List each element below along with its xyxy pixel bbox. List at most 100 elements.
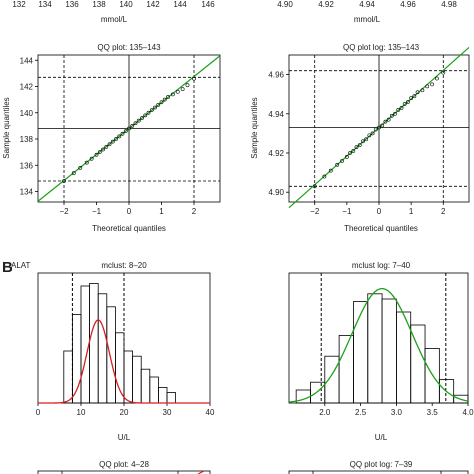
- y-tick-label: 4.90: [268, 188, 284, 197]
- data-point: [434, 76, 439, 81]
- y-tick-label: 142: [20, 83, 34, 92]
- plot-frame: [288, 272, 469, 404]
- top-left-tick: 142: [146, 0, 160, 9]
- data-point: [399, 106, 404, 110]
- histogram-bar: [106, 306, 116, 404]
- qq-plot-log-chart: QQ plot log: 135–143 Sample quantiles Th…: [250, 43, 470, 233]
- x-tick-label: 1: [159, 207, 164, 216]
- data-point: [143, 113, 148, 118]
- histogram-bar: [97, 293, 108, 404]
- data-point: [192, 76, 196, 81]
- data-point: [114, 137, 118, 141]
- data-point: [377, 125, 381, 130]
- y-axis-title: Sample quantiles: [2, 97, 11, 158]
- data-point: [156, 102, 161, 107]
- x-axis-title: Theoretical quantiles: [344, 224, 418, 233]
- x-tick-label: 40: [206, 408, 215, 417]
- data-point: [402, 102, 407, 106]
- data-point: [354, 145, 359, 150]
- chart-title: mclust: 8–20: [101, 261, 147, 270]
- data-point: [170, 92, 175, 97]
- data-point: [127, 126, 131, 131]
- y-tick-label: 138: [20, 135, 34, 144]
- data-point: [312, 184, 317, 189]
- top-left-tick: 146: [201, 0, 215, 9]
- data-point: [140, 116, 144, 120]
- x-tick-label: 3.0: [391, 408, 403, 417]
- histogram-bar: [140, 368, 151, 404]
- data-point: [133, 121, 138, 126]
- x-tick-label: 20: [120, 408, 129, 417]
- data-point: [396, 107, 401, 112]
- fit-line: [37, 55, 221, 202]
- data-point: [425, 84, 430, 89]
- data-point: [120, 131, 125, 136]
- panel-label: ALAT: [11, 261, 31, 270]
- chart-title: mclust log: 7–40: [352, 261, 411, 270]
- x-tick-label: −2: [59, 207, 69, 216]
- data-point: [180, 87, 185, 92]
- y-tick-label: 4.94: [268, 110, 284, 119]
- y-tick-label: 4.92: [268, 149, 284, 158]
- data-point: [107, 142, 112, 147]
- histogram-bar: [310, 381, 326, 404]
- data-point: [62, 179, 66, 183]
- x-tick-label: 10: [77, 408, 86, 417]
- y-axis-title: Sample quantiles: [250, 97, 259, 158]
- x-tick-label: 30: [163, 408, 172, 417]
- y-tick-label: 4.96: [268, 71, 284, 80]
- top-strip-right: 4.90 4.92 4.94 4.96 4.98 mmol/L: [277, 0, 457, 24]
- data-point: [340, 158, 344, 163]
- x-axis-title: Theoretical quantiles: [92, 224, 166, 233]
- x-tick-label: 4.0: [462, 408, 474, 417]
- histogram-bar: [324, 355, 340, 404]
- histogram-bar: [353, 301, 369, 404]
- data-point: [380, 123, 385, 128]
- data-point: [149, 108, 154, 113]
- data-point: [84, 160, 89, 165]
- data-point: [130, 123, 135, 128]
- data-point: [110, 139, 115, 144]
- data-point: [328, 168, 333, 173]
- chart-title: QQ plot log: 135–143: [343, 43, 420, 52]
- data-point: [175, 89, 180, 94]
- panel-letter: B: [2, 259, 13, 276]
- data-point: [185, 83, 190, 88]
- data-point: [97, 150, 102, 155]
- data-point: [123, 129, 128, 134]
- qq-plot-log-bottom-chart: QQ plot log: 7–39: [288, 460, 469, 474]
- x-tick-label: 0: [36, 408, 41, 417]
- histogram-bar: [453, 394, 469, 404]
- x-tick-label: 2: [192, 207, 197, 216]
- histogram-bar: [132, 355, 142, 404]
- data-point: [370, 131, 375, 136]
- data-point: [393, 111, 397, 116]
- top-strip-left: 132 134 136 138 140 142 144 146 mmol/L: [12, 0, 215, 24]
- top-right-tick: 4.90: [277, 0, 293, 9]
- histogram-bar: [157, 386, 168, 404]
- histogram-chart: mclust: 8–20 U/L 0 10 20 30 40: [36, 261, 215, 442]
- histogram-bar: [115, 332, 125, 404]
- top-left-tick: 136: [65, 0, 79, 9]
- top-left-tick: 138: [92, 0, 106, 9]
- histogram-log-chart: mclust log: 7–40 U/L 2.0 2.5 3.0 3.5 4.0: [288, 261, 474, 442]
- data-point: [351, 149, 356, 153]
- histogram-bar: [63, 350, 73, 404]
- plot-frame: [37, 470, 211, 474]
- top-right-tick: 4.92: [318, 0, 334, 9]
- x-tick-label: 2.0: [319, 408, 331, 417]
- y-tick-label: 134: [20, 188, 34, 197]
- data-point: [101, 147, 105, 152]
- histogram-bar: [424, 347, 440, 404]
- top-right-xlabel: mmol/L: [354, 15, 381, 24]
- x-tick-label: 3.5: [427, 408, 439, 417]
- data-point: [361, 139, 365, 144]
- data-point: [389, 113, 394, 118]
- top-left-xlabel: mmol/L: [101, 15, 128, 24]
- histogram-bar: [149, 376, 159, 404]
- data-point: [383, 119, 388, 124]
- data-point: [373, 127, 378, 132]
- data-point: [146, 110, 151, 115]
- top-left-tick: 144: [173, 0, 187, 9]
- data-point: [406, 100, 410, 104]
